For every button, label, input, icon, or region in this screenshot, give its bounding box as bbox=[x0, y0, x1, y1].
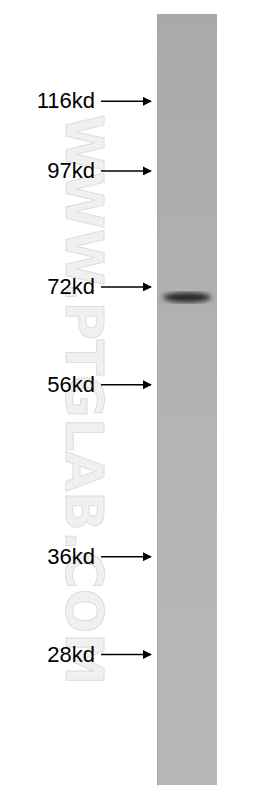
tick-arrow bbox=[101, 556, 151, 558]
tick-arrow bbox=[101, 101, 151, 103]
axis-line bbox=[157, 15, 158, 786]
tick: 28kd bbox=[47, 642, 151, 667]
watermark: WWW.PTGLAB.COM bbox=[54, 114, 114, 685]
tick: 56kd bbox=[47, 372, 151, 397]
lane bbox=[157, 14, 217, 785]
tick: 36kd bbox=[47, 544, 151, 569]
tick-label: 97kd bbox=[47, 158, 95, 183]
y-axis: 116kd 97kd 72kd 56kd 36kd 28kd bbox=[37, 15, 158, 786]
tick-label: 28kd bbox=[47, 642, 95, 667]
tick-arrow bbox=[101, 384, 151, 386]
tick-arrow bbox=[101, 654, 151, 656]
tick-label: 56kd bbox=[47, 372, 95, 397]
tick: 116kd bbox=[37, 88, 151, 113]
blot-figure: WWW.PTGLAB.COM116kd 97kd 72kd 56kd 36kd 28kd bbox=[0, 0, 280, 799]
tick: 72kd bbox=[47, 274, 151, 299]
tick-arrow bbox=[101, 170, 151, 172]
plot-area bbox=[163, 292, 211, 302]
tick-arrow bbox=[101, 286, 151, 288]
tick-label: 36kd bbox=[47, 544, 95, 569]
tick-label: 116kd bbox=[37, 88, 95, 113]
tick-label: 72kd bbox=[47, 274, 95, 299]
band bbox=[163, 292, 211, 302]
tick: 97kd bbox=[47, 158, 151, 183]
